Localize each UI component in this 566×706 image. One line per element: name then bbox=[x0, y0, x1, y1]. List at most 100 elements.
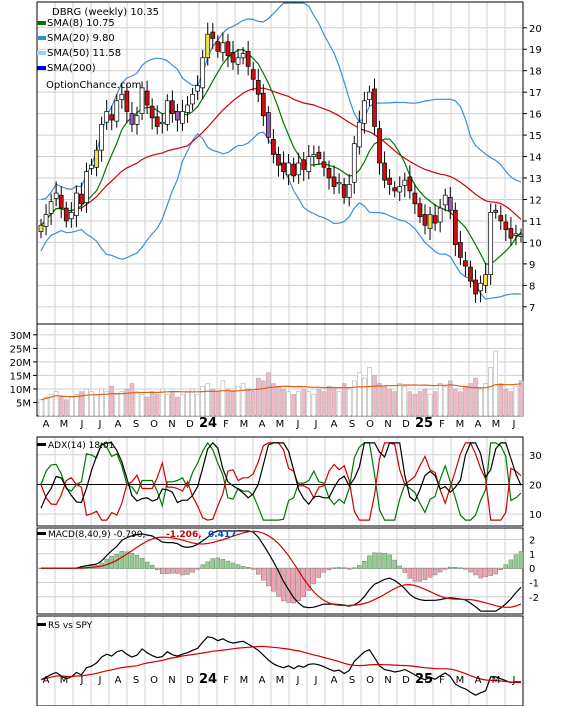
x-tick-label: J bbox=[296, 675, 300, 686]
volume-bar bbox=[412, 394, 418, 417]
candle-body bbox=[311, 154, 317, 157]
volume-bar bbox=[104, 391, 109, 417]
adx-minus-di-line bbox=[40, 442, 522, 521]
candle-body bbox=[164, 100, 170, 125]
x-tick-label: M bbox=[456, 675, 465, 686]
macd-histogram-bar bbox=[326, 567, 332, 571]
volume-bar bbox=[84, 388, 89, 417]
x-tick-label: A bbox=[43, 675, 50, 686]
price-tick-label: 15 bbox=[529, 131, 542, 142]
x-tick-label: F bbox=[439, 419, 445, 430]
legend-swatch-sma8 bbox=[37, 21, 46, 25]
macd-histogram-bar bbox=[448, 566, 453, 569]
panel-frame-macd bbox=[36, 527, 524, 615]
volume-bar bbox=[124, 388, 130, 417]
volume-bar bbox=[220, 380, 226, 417]
x-tick-label: 24 bbox=[199, 672, 217, 687]
candle-body bbox=[255, 80, 261, 95]
volume-bar bbox=[215, 391, 221, 417]
candle-body bbox=[276, 154, 281, 166]
volume-bar bbox=[311, 394, 317, 417]
volume-bar bbox=[89, 391, 94, 417]
price-tick-label: 18 bbox=[529, 67, 542, 78]
volume-average-line bbox=[40, 383, 522, 401]
candle-body bbox=[503, 221, 509, 230]
candle-body bbox=[114, 100, 120, 122]
candle-body bbox=[180, 111, 185, 124]
panel-frame-adx bbox=[36, 436, 524, 527]
macd-histogram-bar bbox=[240, 565, 246, 569]
macd-histogram-bar bbox=[160, 567, 165, 574]
bollinger-upper-line bbox=[40, 2, 522, 201]
candle-body bbox=[372, 88, 377, 127]
candle-body bbox=[154, 116, 160, 127]
price-tick-label: 11 bbox=[529, 217, 542, 228]
volume-bar bbox=[129, 383, 135, 417]
candle-body bbox=[84, 171, 89, 204]
macd-histogram-bar bbox=[427, 567, 433, 578]
candle-body bbox=[463, 260, 468, 267]
macd-histogram-bar bbox=[417, 567, 423, 582]
volume-bar bbox=[377, 383, 382, 417]
macd-histogram-bar bbox=[503, 564, 509, 569]
price-tick-label: 14 bbox=[529, 153, 542, 164]
x-tick-label: N bbox=[168, 675, 175, 686]
price-tick-label: 13 bbox=[529, 174, 542, 185]
x-tick-label: A bbox=[259, 675, 266, 686]
volume-bar bbox=[397, 383, 403, 417]
macd-histogram-bar bbox=[392, 559, 397, 569]
macd-histogram-bar bbox=[170, 567, 175, 574]
macd-histogram-bar bbox=[256, 567, 261, 575]
x-tick-label: M bbox=[60, 675, 69, 686]
volume-bar bbox=[382, 385, 387, 417]
macd-histogram-bar bbox=[185, 567, 190, 575]
candle-body bbox=[225, 41, 231, 57]
macd-histogram-bar bbox=[220, 559, 226, 569]
x-tick-label: A bbox=[475, 419, 482, 430]
volume-bar bbox=[175, 396, 180, 417]
x-tick-label: N bbox=[384, 419, 391, 430]
candle-body bbox=[260, 92, 266, 117]
macd-histogram-bar bbox=[149, 564, 155, 569]
volume-bar bbox=[326, 385, 332, 417]
volume-bar bbox=[114, 394, 120, 417]
macd-histogram-bar bbox=[301, 567, 306, 597]
volume-bar bbox=[195, 394, 200, 417]
candle-body bbox=[245, 51, 251, 67]
macd-legend: MACD(8,40,9) -0.790, -1.206, 0.417 bbox=[37, 530, 236, 540]
candle-body bbox=[240, 53, 246, 59]
candle-body bbox=[362, 100, 367, 124]
x-tick-label: J bbox=[296, 419, 300, 430]
volume-bar bbox=[417, 391, 423, 417]
adx-tick-label: 10 bbox=[529, 510, 542, 521]
volume-bar bbox=[250, 391, 256, 417]
macd-histogram-bar bbox=[261, 567, 266, 581]
x-tick-label: F bbox=[439, 675, 445, 686]
candle-body bbox=[301, 159, 307, 170]
candle-body bbox=[473, 279, 478, 295]
x-tick-label: J bbox=[314, 419, 318, 430]
candle-body bbox=[341, 184, 347, 198]
candle-body bbox=[48, 201, 54, 214]
candle-body bbox=[144, 90, 150, 106]
candle-body bbox=[190, 93, 195, 105]
macd-hist-label: 0.417 bbox=[208, 530, 236, 540]
candle-body bbox=[382, 162, 387, 181]
candle-body bbox=[326, 168, 332, 179]
macd-histogram-bar bbox=[235, 564, 241, 569]
volume-bar bbox=[498, 383, 504, 417]
macd-histogram-bar bbox=[119, 551, 125, 569]
chart-symbol-label: DBRG (weekly) 10.35 bbox=[52, 7, 159, 18]
macd-line bbox=[41, 530, 522, 612]
chart-labels: AAMMJJJJAASSOONNDD2424FFMMAAMMJJJJAASSOO… bbox=[10, 24, 542, 687]
volume-bar bbox=[271, 383, 276, 417]
volume-bar bbox=[367, 366, 372, 417]
panel-frame-rs bbox=[36, 615, 524, 706]
macd-histogram-bar bbox=[180, 567, 185, 576]
volume-bar bbox=[508, 391, 514, 417]
price-tick-label: 16 bbox=[529, 110, 542, 121]
macd-histogram-bar bbox=[195, 567, 200, 570]
x-tick-label: A bbox=[259, 419, 266, 430]
candle-body bbox=[58, 194, 64, 209]
x-tick-label: J bbox=[512, 419, 516, 430]
